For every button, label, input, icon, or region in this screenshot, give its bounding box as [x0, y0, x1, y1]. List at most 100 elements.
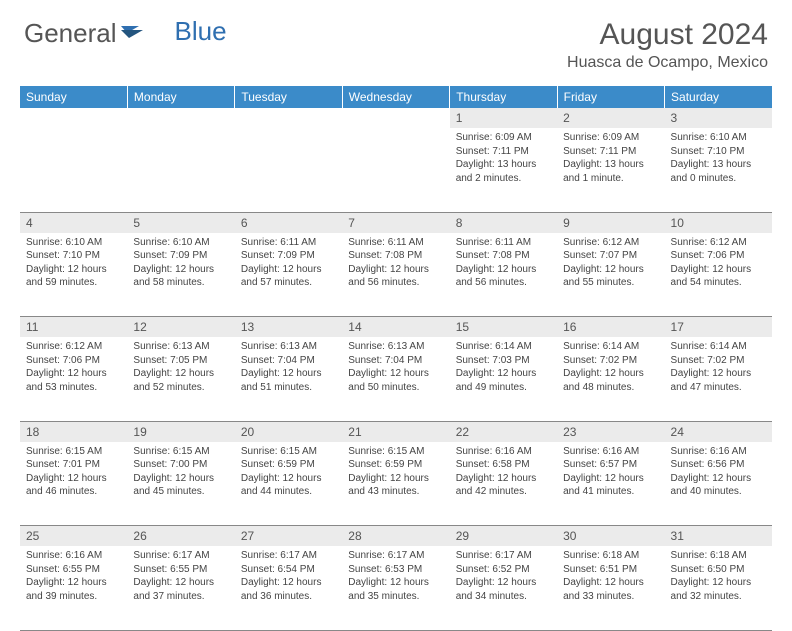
day-details: Sunrise: 6:16 AMSunset: 6:57 PMDaylight:… — [557, 442, 664, 505]
sunset-line: Sunset: 7:10 PM — [671, 145, 766, 159]
day-number: 17 — [665, 317, 772, 338]
day-details-row: Sunrise: 6:16 AMSunset: 6:55 PMDaylight:… — [20, 546, 772, 630]
daylight-line: Daylight: 13 hours and 0 minutes. — [671, 158, 766, 185]
day-header: Friday — [557, 86, 664, 108]
day-header-row: SundayMondayTuesdayWednesdayThursdayFrid… — [20, 86, 772, 108]
day-number: 24 — [665, 421, 772, 442]
day-cell — [235, 128, 342, 212]
day-number: 4 — [20, 212, 127, 233]
sunrise-line: Sunrise: 6:13 AM — [133, 340, 228, 354]
day-cell: Sunrise: 6:15 AMSunset: 6:59 PMDaylight:… — [235, 442, 342, 526]
sunrise-line: Sunrise: 6:18 AM — [563, 549, 658, 563]
sunrise-line: Sunrise: 6:13 AM — [241, 340, 336, 354]
daylight-line: Daylight: 12 hours and 45 minutes. — [133, 472, 228, 499]
sunrise-line: Sunrise: 6:15 AM — [133, 445, 228, 459]
day-details: Sunrise: 6:11 AMSunset: 7:09 PMDaylight:… — [235, 233, 342, 296]
day-details: Sunrise: 6:15 AMSunset: 7:00 PMDaylight:… — [127, 442, 234, 505]
day-details: Sunrise: 6:13 AMSunset: 7:04 PMDaylight:… — [235, 337, 342, 400]
day-details: Sunrise: 6:12 AMSunset: 7:06 PMDaylight:… — [665, 233, 772, 296]
day-details: Sunrise: 6:14 AMSunset: 7:02 PMDaylight:… — [665, 337, 772, 400]
day-cell — [127, 128, 234, 212]
day-details: Sunrise: 6:09 AMSunset: 7:11 PMDaylight:… — [557, 128, 664, 191]
sunrise-line: Sunrise: 6:09 AM — [456, 131, 551, 145]
day-cell: Sunrise: 6:16 AMSunset: 6:55 PMDaylight:… — [20, 546, 127, 630]
sunrise-line: Sunrise: 6:10 AM — [133, 236, 228, 250]
day-details-row: Sunrise: 6:09 AMSunset: 7:11 PMDaylight:… — [20, 128, 772, 212]
day-details: Sunrise: 6:09 AMSunset: 7:11 PMDaylight:… — [450, 128, 557, 191]
day-details: Sunrise: 6:12 AMSunset: 7:06 PMDaylight:… — [20, 337, 127, 400]
sunrise-line: Sunrise: 6:15 AM — [26, 445, 121, 459]
day-details: Sunrise: 6:10 AMSunset: 7:09 PMDaylight:… — [127, 233, 234, 296]
day-cell: Sunrise: 6:10 AMSunset: 7:10 PMDaylight:… — [20, 233, 127, 317]
daylight-line: Daylight: 13 hours and 2 minutes. — [456, 158, 551, 185]
day-number: 1 — [450, 108, 557, 128]
day-details: Sunrise: 6:11 AMSunset: 7:08 PMDaylight:… — [342, 233, 449, 296]
sunrise-line: Sunrise: 6:11 AM — [348, 236, 443, 250]
day-number-row: 45678910 — [20, 212, 772, 233]
sunrise-line: Sunrise: 6:17 AM — [241, 549, 336, 563]
day-details: Sunrise: 6:15 AMSunset: 6:59 PMDaylight:… — [342, 442, 449, 505]
sunrise-line: Sunrise: 6:17 AM — [348, 549, 443, 563]
daylight-line: Daylight: 12 hours and 57 minutes. — [241, 263, 336, 290]
daylight-line: Daylight: 12 hours and 47 minutes. — [671, 367, 766, 394]
sunset-line: Sunset: 6:59 PM — [241, 458, 336, 472]
daylight-line: Daylight: 13 hours and 1 minute. — [563, 158, 658, 185]
day-details: Sunrise: 6:18 AMSunset: 6:50 PMDaylight:… — [665, 546, 772, 609]
day-details: Sunrise: 6:16 AMSunset: 6:55 PMDaylight:… — [20, 546, 127, 609]
day-cell: Sunrise: 6:09 AMSunset: 7:11 PMDaylight:… — [450, 128, 557, 212]
day-details-row: Sunrise: 6:15 AMSunset: 7:01 PMDaylight:… — [20, 442, 772, 526]
day-cell: Sunrise: 6:16 AMSunset: 6:57 PMDaylight:… — [557, 442, 664, 526]
day-number: 31 — [665, 526, 772, 547]
sunrise-line: Sunrise: 6:15 AM — [348, 445, 443, 459]
day-details: Sunrise: 6:10 AMSunset: 7:10 PMDaylight:… — [665, 128, 772, 191]
logo-text-gray: General — [24, 18, 117, 49]
day-details: Sunrise: 6:17 AMSunset: 6:53 PMDaylight:… — [342, 546, 449, 609]
day-number: 26 — [127, 526, 234, 547]
sunrise-line: Sunrise: 6:16 AM — [671, 445, 766, 459]
daylight-line: Daylight: 12 hours and 48 minutes. — [563, 367, 658, 394]
day-details: Sunrise: 6:10 AMSunset: 7:10 PMDaylight:… — [20, 233, 127, 296]
day-details: Sunrise: 6:16 AMSunset: 6:56 PMDaylight:… — [665, 442, 772, 505]
day-number: 25 — [20, 526, 127, 547]
logo: General Blue — [24, 18, 227, 49]
day-number — [127, 108, 234, 128]
day-cell: Sunrise: 6:11 AMSunset: 7:08 PMDaylight:… — [450, 233, 557, 317]
sunrise-line: Sunrise: 6:14 AM — [563, 340, 658, 354]
day-details: Sunrise: 6:14 AMSunset: 7:03 PMDaylight:… — [450, 337, 557, 400]
daylight-line: Daylight: 12 hours and 51 minutes. — [241, 367, 336, 394]
day-number: 27 — [235, 526, 342, 547]
day-cell: Sunrise: 6:15 AMSunset: 7:01 PMDaylight:… — [20, 442, 127, 526]
daylight-line: Daylight: 12 hours and 52 minutes. — [133, 367, 228, 394]
day-cell: Sunrise: 6:16 AMSunset: 6:56 PMDaylight:… — [665, 442, 772, 526]
day-number: 23 — [557, 421, 664, 442]
day-cell: Sunrise: 6:12 AMSunset: 7:07 PMDaylight:… — [557, 233, 664, 317]
sunset-line: Sunset: 6:55 PM — [26, 563, 121, 577]
day-cell: Sunrise: 6:18 AMSunset: 6:51 PMDaylight:… — [557, 546, 664, 630]
sunset-line: Sunset: 7:04 PM — [241, 354, 336, 368]
header: General Blue August 2024 Huasca de Ocamp… — [0, 0, 792, 80]
day-header: Monday — [127, 86, 234, 108]
sunrise-line: Sunrise: 6:12 AM — [563, 236, 658, 250]
day-cell: Sunrise: 6:11 AMSunset: 7:09 PMDaylight:… — [235, 233, 342, 317]
day-number: 21 — [342, 421, 449, 442]
day-number: 7 — [342, 212, 449, 233]
day-number: 15 — [450, 317, 557, 338]
day-details: Sunrise: 6:16 AMSunset: 6:58 PMDaylight:… — [450, 442, 557, 505]
day-number: 2 — [557, 108, 664, 128]
sunrise-line: Sunrise: 6:18 AM — [671, 549, 766, 563]
sunset-line: Sunset: 7:11 PM — [456, 145, 551, 159]
sunrise-line: Sunrise: 6:14 AM — [671, 340, 766, 354]
sunset-line: Sunset: 7:10 PM — [26, 249, 121, 263]
day-details: Sunrise: 6:12 AMSunset: 7:07 PMDaylight:… — [557, 233, 664, 296]
day-cell: Sunrise: 6:17 AMSunset: 6:52 PMDaylight:… — [450, 546, 557, 630]
sunrise-line: Sunrise: 6:10 AM — [671, 131, 766, 145]
sunset-line: Sunset: 7:08 PM — [348, 249, 443, 263]
daylight-line: Daylight: 12 hours and 58 minutes. — [133, 263, 228, 290]
daylight-line: Daylight: 12 hours and 35 minutes. — [348, 576, 443, 603]
sunset-line: Sunset: 7:06 PM — [26, 354, 121, 368]
day-number: 6 — [235, 212, 342, 233]
sunset-line: Sunset: 7:09 PM — [133, 249, 228, 263]
day-cell: Sunrise: 6:09 AMSunset: 7:11 PMDaylight:… — [557, 128, 664, 212]
day-number — [20, 108, 127, 128]
day-cell: Sunrise: 6:17 AMSunset: 6:55 PMDaylight:… — [127, 546, 234, 630]
